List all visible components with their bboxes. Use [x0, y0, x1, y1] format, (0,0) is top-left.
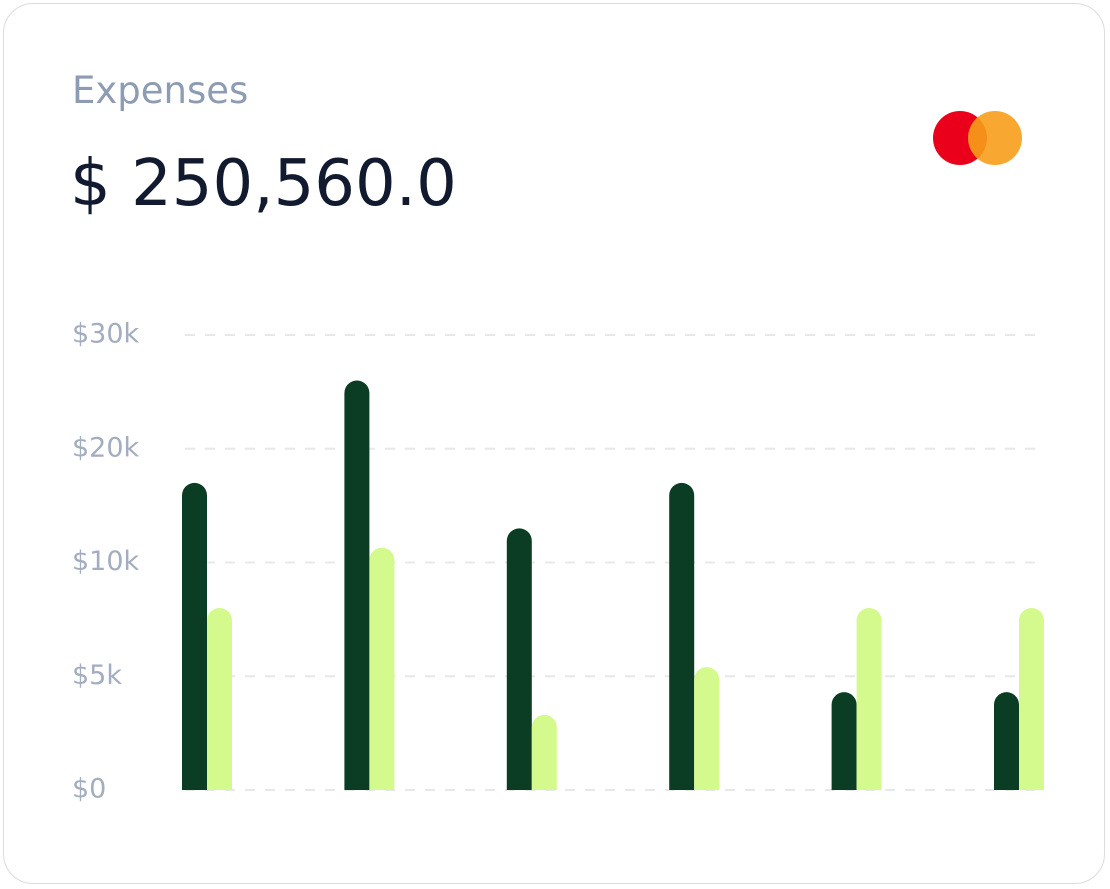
y-tick-label: $10k: [72, 546, 140, 577]
bar: [344, 380, 370, 790]
card-title: Expenses: [72, 69, 248, 112]
bar: [694, 667, 720, 790]
bar: [856, 608, 882, 790]
bar: [831, 692, 857, 790]
bar: [506, 528, 532, 790]
y-tick-label: $30k: [72, 319, 140, 350]
card-amount: $ 250,560.0: [70, 147, 457, 221]
y-tick-label: $20k: [72, 432, 140, 463]
bar: [207, 608, 232, 790]
bar: [531, 714, 557, 790]
y-tick-label: $5k: [72, 660, 122, 691]
bar: [182, 482, 207, 790]
bar: [669, 482, 695, 790]
bar: [994, 692, 1019, 790]
bar: [369, 547, 395, 790]
y-tick-label: $0: [72, 774, 106, 805]
logo-circle: [968, 111, 1022, 165]
bar: [1019, 608, 1044, 790]
card-logo: [933, 111, 1022, 165]
